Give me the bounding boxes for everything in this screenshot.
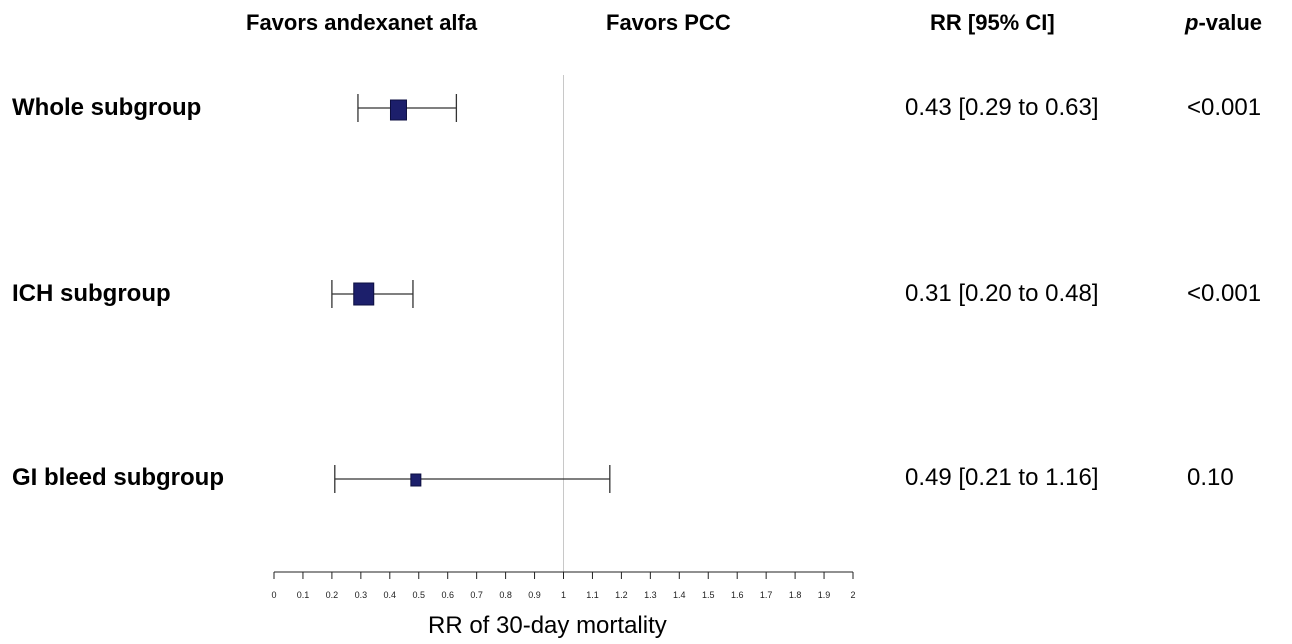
p-value-header-rest: -value — [1198, 10, 1263, 35]
p-value-header: p-value — [1185, 10, 1262, 36]
point-estimate-1 — [353, 282, 375, 306]
x-tick-label-10: 1 — [561, 590, 566, 600]
x-tick-label-4: 0.4 — [384, 590, 397, 600]
rr-ci-header: RR [95% CI] — [930, 10, 1055, 35]
x-tick-label-20: 2 — [850, 590, 855, 600]
favors-andexanet-header: Favors andexanet alfa — [246, 10, 478, 35]
p-value-ich: <0.001 — [1187, 280, 1262, 307]
x-tick-label-12: 1.2 — [615, 590, 628, 600]
x-tick-label-9: 0.9 — [528, 590, 541, 600]
row-label-whole: Whole subgroup — [12, 94, 202, 121]
row-label-ich: ICH subgroup — [12, 280, 171, 307]
rr-ci-ich: 0.31 [0.20 to 0.48] — [905, 280, 1099, 307]
x-tick-label-1: 0.1 — [297, 590, 310, 600]
point-estimate-0 — [389, 99, 407, 121]
x-tick-label-2: 0.2 — [326, 590, 339, 600]
favors-pcc-header: Favors PCC — [606, 10, 731, 35]
x-tick-label-3: 0.3 — [355, 590, 368, 600]
p-value-gi: 0.10 — [1187, 464, 1234, 491]
x-tick-label-5: 0.5 — [412, 590, 425, 600]
x-tick-label-11: 1.1 — [586, 590, 599, 600]
p-value-whole: <0.001 — [1187, 94, 1262, 121]
x-tick-label-14: 1.4 — [673, 590, 686, 600]
p-value-header-italic: p — [1185, 10, 1199, 35]
x-tick-label-7: 0.7 — [470, 590, 483, 600]
x-tick-label-15: 1.5 — [702, 590, 715, 600]
x-tick-label-17: 1.7 — [760, 590, 773, 600]
rr-ci-gi: 0.49 [0.21 to 1.16] — [905, 464, 1099, 491]
x-tick-label-6: 0.6 — [441, 590, 454, 600]
x-tick-label-13: 1.3 — [644, 590, 657, 600]
x-tick-label-16: 1.6 — [731, 590, 744, 600]
x-axis-label: RR of 30-day mortality — [428, 612, 667, 639]
x-tick-label-8: 0.8 — [499, 590, 512, 600]
x-tick-label-0: 0 — [271, 590, 276, 600]
point-estimate-2 — [410, 473, 422, 487]
rr-ci-whole: 0.43 [0.29 to 0.63] — [905, 94, 1099, 121]
x-tick-label-18: 1.8 — [789, 590, 802, 600]
x-tick-label-19: 1.9 — [818, 590, 831, 600]
row-label-gi: GI bleed subgroup — [12, 464, 225, 491]
